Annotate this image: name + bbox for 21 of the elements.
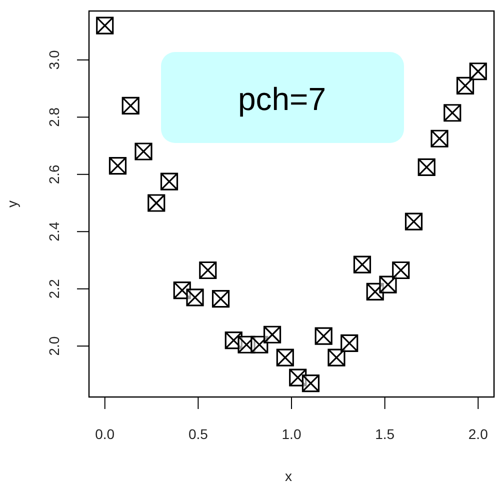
y-tick-label: 2.4 bbox=[46, 222, 62, 242]
point bbox=[186, 288, 204, 306]
point bbox=[353, 256, 372, 274]
y-tick-label: 2.2 bbox=[46, 278, 62, 299]
y-tick-label: 3.0 bbox=[46, 50, 62, 70]
x-axis-title: x bbox=[285, 468, 292, 484]
x-tick-label: 1.5 bbox=[375, 426, 395, 442]
point bbox=[160, 172, 178, 190]
y-tick-label: 2.0 bbox=[46, 336, 62, 356]
annotation: pch=7 bbox=[238, 81, 326, 117]
point bbox=[430, 130, 448, 148]
y-tick-label: 2.8 bbox=[46, 107, 62, 127]
x-tick-label: 1.0 bbox=[282, 426, 302, 442]
point bbox=[276, 348, 294, 366]
x-tick-label: 0.5 bbox=[188, 426, 208, 442]
y-tick-label: 2.6 bbox=[46, 164, 62, 184]
point bbox=[148, 194, 166, 212]
point bbox=[134, 142, 152, 160]
x-tick-label: 2.0 bbox=[468, 426, 488, 442]
x-tick-label: 0.0 bbox=[95, 426, 115, 442]
y-axis-title: y bbox=[4, 200, 20, 208]
